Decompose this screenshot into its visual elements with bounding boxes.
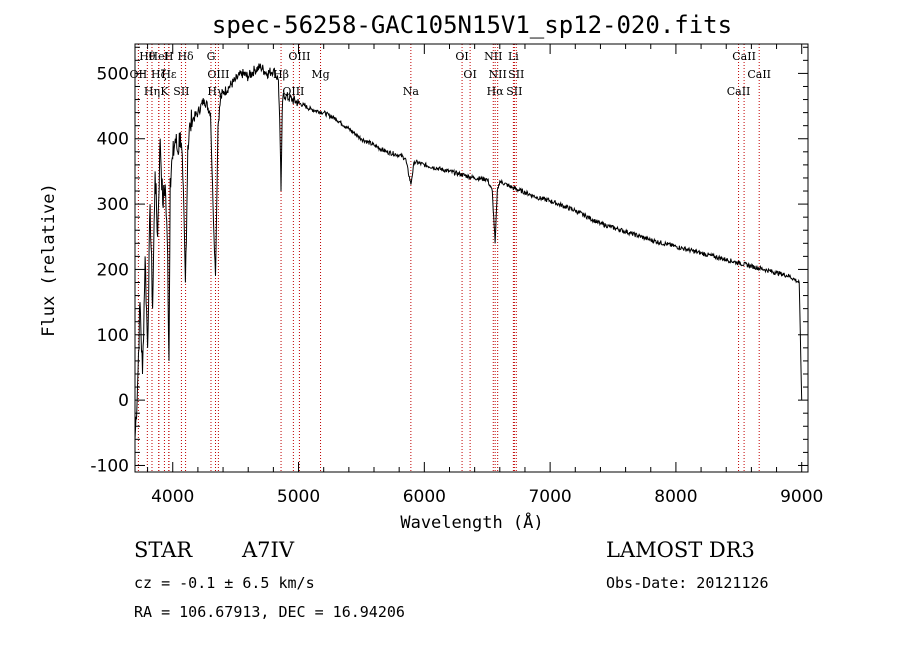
feature-lines xyxy=(137,44,760,472)
x-axis-label: Wavelength (Å) xyxy=(400,511,543,533)
y-tick-label: -100 xyxy=(90,456,129,476)
x-tick-label: 9000 xyxy=(780,487,823,507)
x-tick-label: 4000 xyxy=(151,487,194,507)
y-tick-label: 300 xyxy=(97,195,129,215)
feature-label: Hθ xyxy=(139,50,156,63)
feature-label: Mg xyxy=(311,68,329,81)
x-tick-label: 7000 xyxy=(528,487,571,507)
feature-label: Hη xyxy=(144,85,160,98)
feature-label: CaII xyxy=(732,50,756,63)
coordinates: RA = 106.67913, DEC = 16.94206 xyxy=(134,603,405,621)
y-tick-label: 400 xyxy=(97,130,129,150)
feature-label: OI xyxy=(455,50,468,63)
obs-date: Obs-Date: 20121126 xyxy=(606,574,769,592)
feature-label: OII xyxy=(130,68,148,81)
y-tick-label: 200 xyxy=(97,260,129,280)
x-tick-label: 6000 xyxy=(403,487,446,507)
feature-label: OI xyxy=(463,68,476,81)
feature-label: G xyxy=(207,50,216,63)
spectrum-line xyxy=(134,63,803,440)
plot-frame xyxy=(134,43,809,473)
y-tick-label: 100 xyxy=(97,326,129,346)
feature-label: NII xyxy=(484,50,502,63)
feature-label: Hε xyxy=(161,68,177,81)
y-tick-label: 0 xyxy=(118,391,129,411)
feature-label: OIII xyxy=(288,50,310,63)
y-tick-label: 500 xyxy=(97,64,129,84)
feature-label: OIII xyxy=(207,68,229,81)
feature-label: SII xyxy=(506,85,522,98)
feature-label: Na xyxy=(403,85,420,98)
axes-ticks: 4000 5000 6000 7000 8000 9000 -100 0 100 200 300 40… xyxy=(90,44,823,507)
feature-label: Hγ xyxy=(207,85,224,98)
feature-label: CaII xyxy=(747,68,771,81)
feature-label: Hα xyxy=(487,85,505,98)
redshift-cz: cz = -0.1 ± 6.5 km/s xyxy=(134,574,315,592)
object-class: STAR xyxy=(134,538,193,562)
survey-name: LAMOST DR3 xyxy=(606,538,755,562)
feature-label: K xyxy=(160,85,169,98)
x-tick-label: 8000 xyxy=(654,487,697,507)
feature-label: NII xyxy=(489,68,507,81)
subclass: A7IV xyxy=(242,538,294,562)
feature-labels: HθOIIHηHeIHζKHHεSIIHδOIIIHγGHβOIIIOIIIMg… xyxy=(130,50,771,98)
chart-title: spec-56258-GAC105N15V1_sp12-020.fits xyxy=(212,11,732,39)
feature-label: SII xyxy=(508,68,524,81)
feature-label: CaII xyxy=(727,85,751,98)
feature-label: Li xyxy=(508,50,519,63)
feature-label: SII xyxy=(173,85,189,98)
x-tick-label: 5000 xyxy=(277,487,320,507)
feature-label: H xyxy=(164,50,174,63)
y-axis-label: Flux (relative) xyxy=(39,183,59,337)
feature-label: HeI xyxy=(149,50,169,63)
feature-label: Hζ xyxy=(151,68,167,81)
feature-label: Hδ xyxy=(177,50,194,63)
